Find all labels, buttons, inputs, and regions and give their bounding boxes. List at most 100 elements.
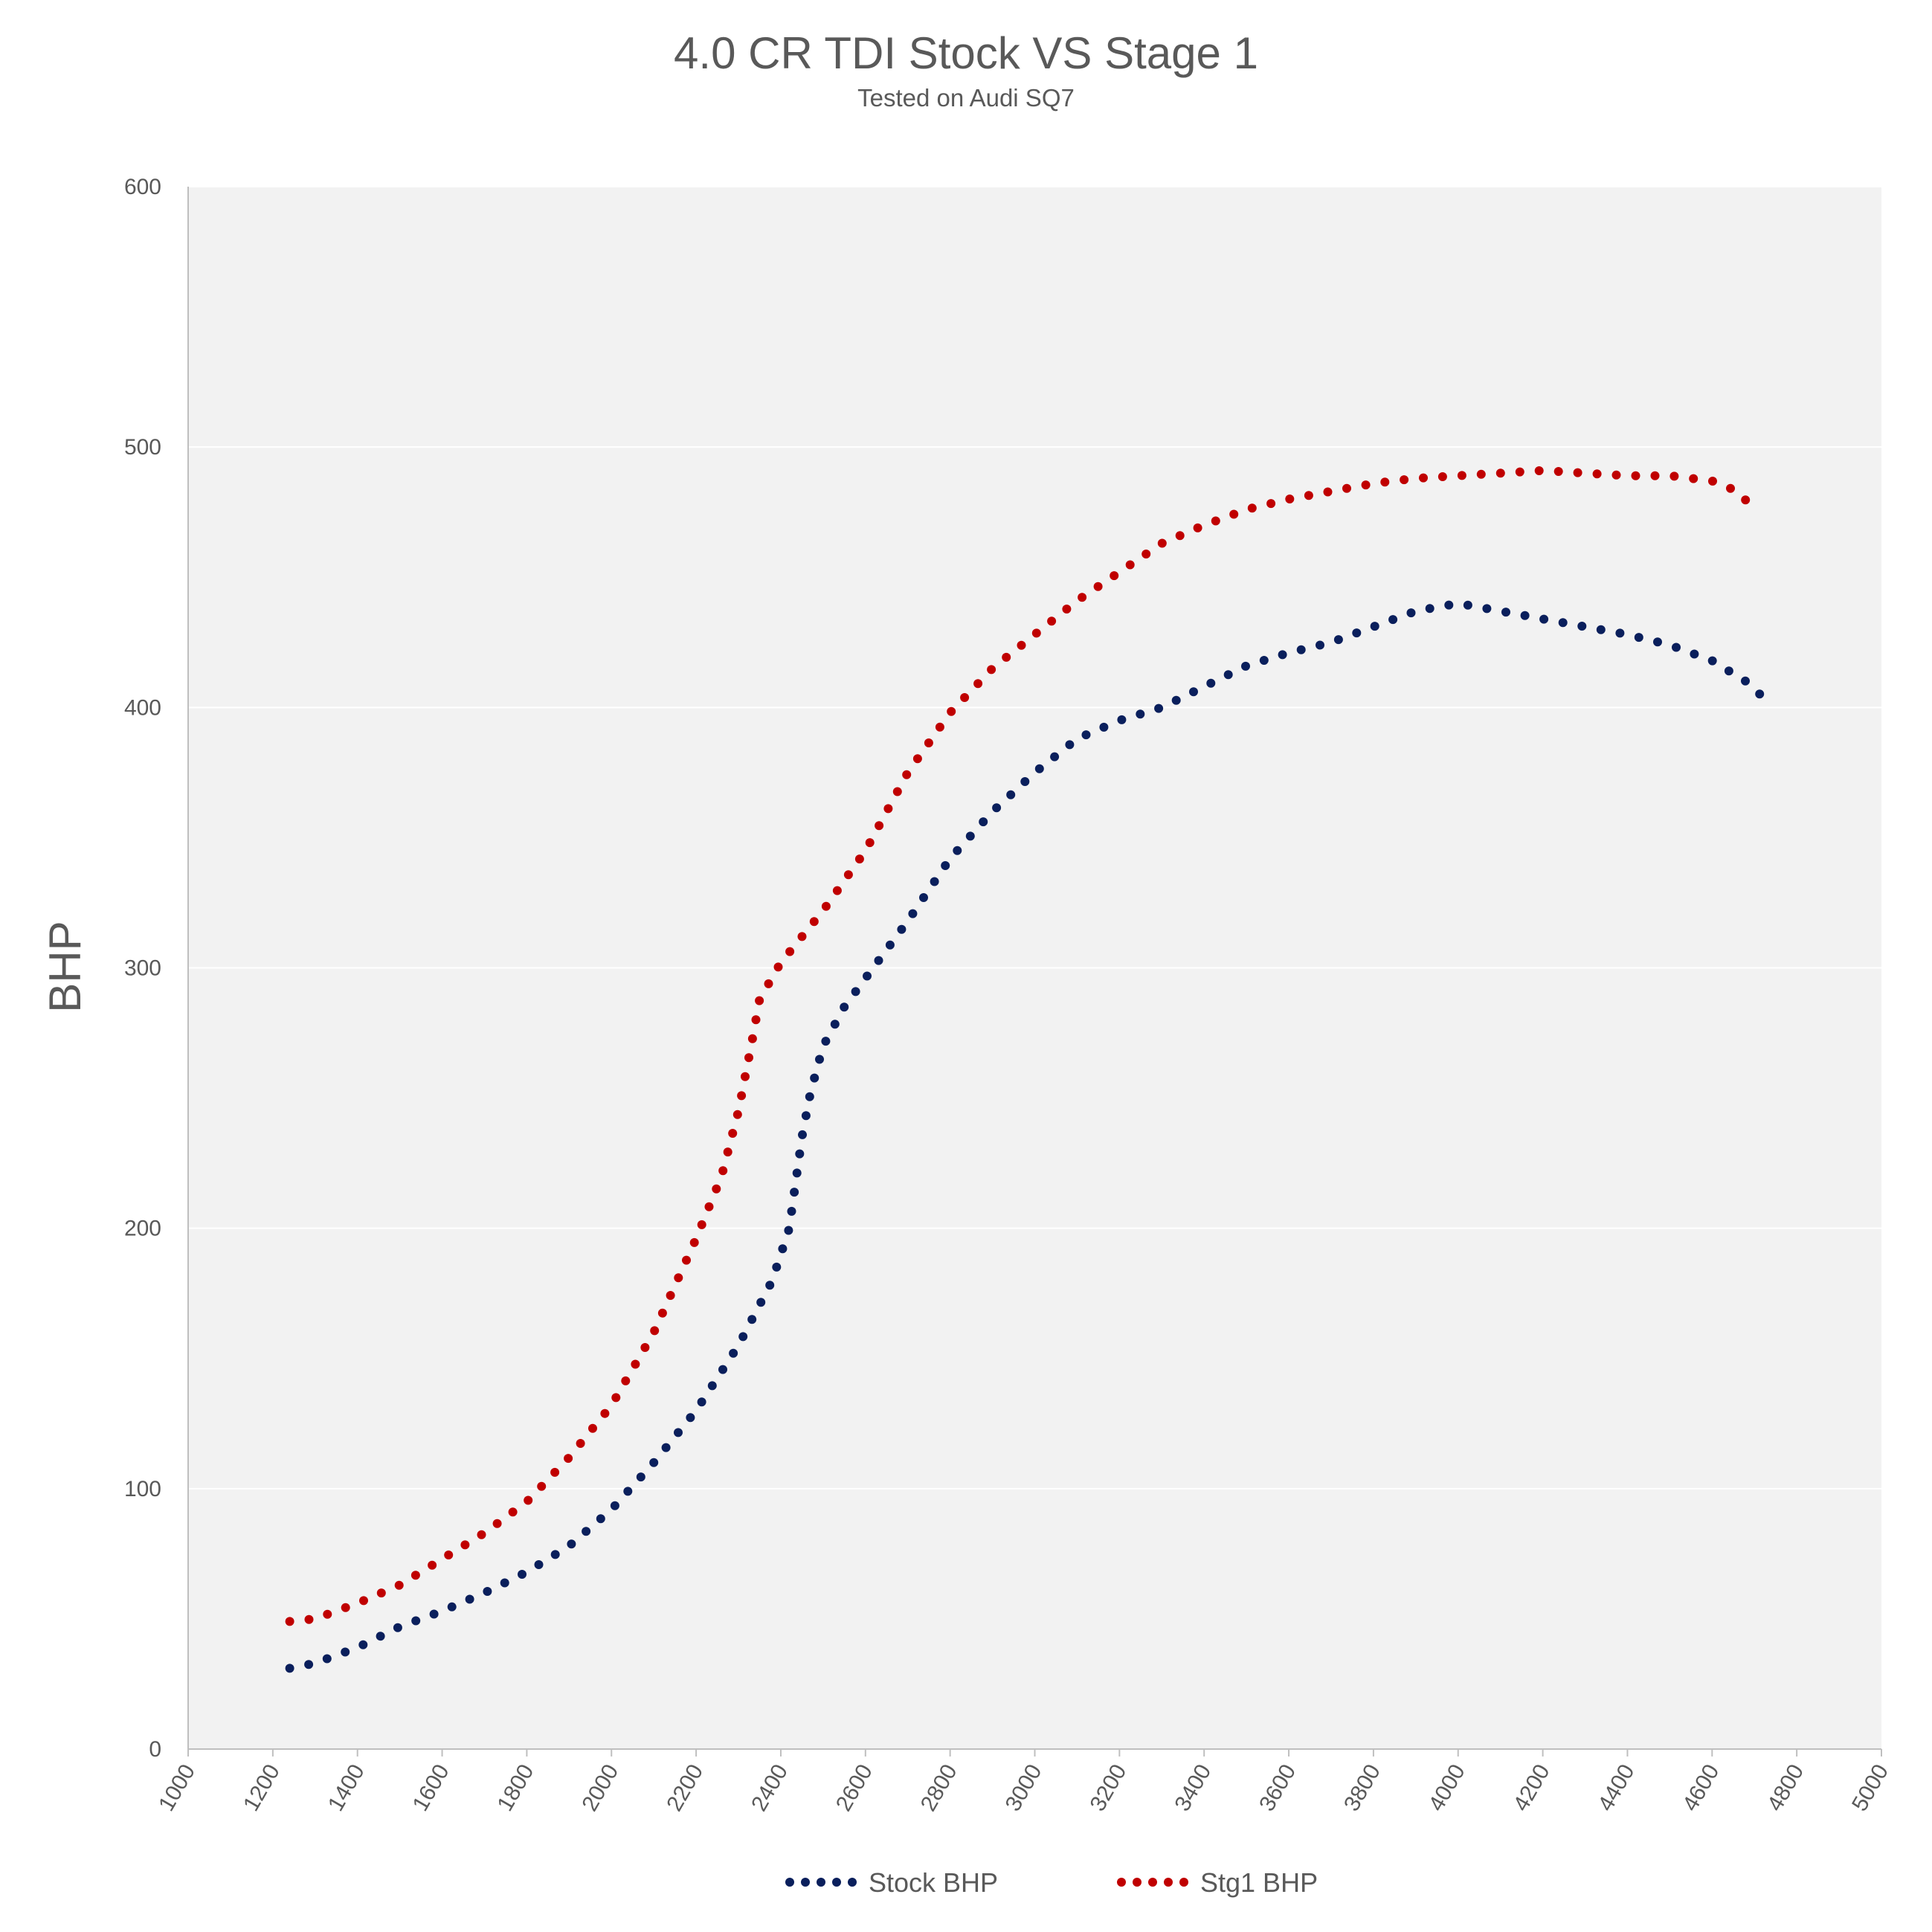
series-point [865, 838, 875, 848]
series-point [411, 1616, 421, 1626]
series-point [1285, 495, 1295, 503]
series-point [1062, 605, 1072, 614]
chart-subtitle: Tested on Audi SQ7 [857, 84, 1075, 112]
series-point [1457, 471, 1466, 480]
series-point [919, 893, 928, 902]
series-point [410, 1571, 420, 1580]
series-point [809, 917, 819, 927]
series-point [477, 1530, 486, 1539]
series-point [805, 1092, 814, 1101]
series-point [778, 1244, 788, 1254]
series-point [1110, 571, 1119, 581]
series-point [830, 1020, 840, 1029]
y-tick-label: 300 [124, 956, 161, 981]
series-point [341, 1603, 350, 1612]
series-point [596, 1514, 605, 1524]
series-point [492, 1519, 502, 1528]
series-point [747, 1315, 757, 1324]
series-point [666, 1291, 675, 1300]
series-stock-bhp [285, 600, 1765, 1673]
series-point [810, 1073, 820, 1083]
series-point [429, 1609, 439, 1619]
series-point [621, 1376, 631, 1385]
series-point [649, 1458, 659, 1467]
series-point [1020, 777, 1030, 786]
series-point [1333, 635, 1343, 645]
legend-item-stock-bhp: Stock BHP [785, 1867, 998, 1898]
series-point [1501, 608, 1510, 617]
series-point [883, 804, 893, 814]
series-point [1278, 650, 1287, 660]
series-point [1189, 687, 1198, 697]
series-point [483, 1587, 492, 1596]
series-point [854, 854, 864, 864]
gridlines [188, 186, 1881, 1490]
y-axis-label: BHP [40, 921, 90, 1012]
series-point [1031, 628, 1041, 638]
series-point [1741, 676, 1750, 686]
y-tick-label: 500 [124, 435, 161, 460]
series-point [751, 1015, 761, 1025]
series-point [428, 1560, 437, 1570]
series-point [1017, 640, 1026, 650]
series-point [341, 1647, 350, 1657]
series-point [1136, 709, 1145, 719]
series-point [821, 1037, 831, 1046]
series-point [1047, 616, 1057, 626]
series-point [576, 1439, 585, 1448]
series-point [840, 1002, 849, 1012]
series-point [610, 1501, 619, 1510]
series-point [518, 1570, 527, 1579]
series-point [960, 693, 970, 702]
series-point [897, 924, 907, 934]
series-point [631, 1359, 640, 1369]
series-point [1175, 531, 1185, 541]
series-point [1534, 466, 1544, 475]
series-point [1125, 560, 1135, 570]
series-point [1726, 483, 1735, 493]
series-point [1650, 471, 1660, 480]
series-point [965, 831, 975, 841]
series-point [741, 1072, 750, 1081]
series-point [1316, 640, 1324, 650]
series-point [1193, 523, 1202, 532]
series-point [797, 932, 807, 941]
series-point [723, 1147, 732, 1157]
series-point [755, 996, 764, 1005]
y-tick-labels: 0 100 200 300 400 500 600 [124, 175, 161, 1762]
series-point [500, 1578, 509, 1588]
series-point [650, 1326, 660, 1336]
series-point [636, 1472, 645, 1482]
series-point [744, 1053, 753, 1063]
series-point [765, 1281, 775, 1290]
series-point [323, 1609, 332, 1619]
series-point [1006, 790, 1016, 799]
series-point [682, 1255, 691, 1265]
series-point [979, 817, 988, 827]
series-point [1672, 643, 1681, 652]
series-point [1247, 503, 1257, 513]
series-point [992, 803, 1002, 813]
axes [187, 187, 1882, 1756]
series-point [1034, 764, 1044, 773]
series-point [564, 1454, 573, 1464]
series-point [674, 1428, 683, 1437]
series-point [285, 1617, 294, 1626]
series-point [1078, 593, 1087, 602]
series-point [1653, 637, 1662, 647]
series-point [773, 962, 783, 972]
series-point [843, 870, 853, 880]
series-point [1573, 468, 1582, 477]
series-point [1342, 483, 1351, 493]
series-point [524, 1495, 533, 1505]
series-point [1370, 622, 1379, 631]
series-point [1634, 633, 1643, 643]
series-point [1206, 678, 1216, 688]
chart-title: 4.0 CR TDI Stock VS Stage 1 [674, 28, 1258, 78]
series-point [550, 1550, 560, 1559]
series-point [1724, 666, 1733, 676]
series-point [930, 877, 939, 886]
series-point [674, 1273, 683, 1283]
series-point [787, 1206, 796, 1216]
series-point [1476, 469, 1486, 479]
